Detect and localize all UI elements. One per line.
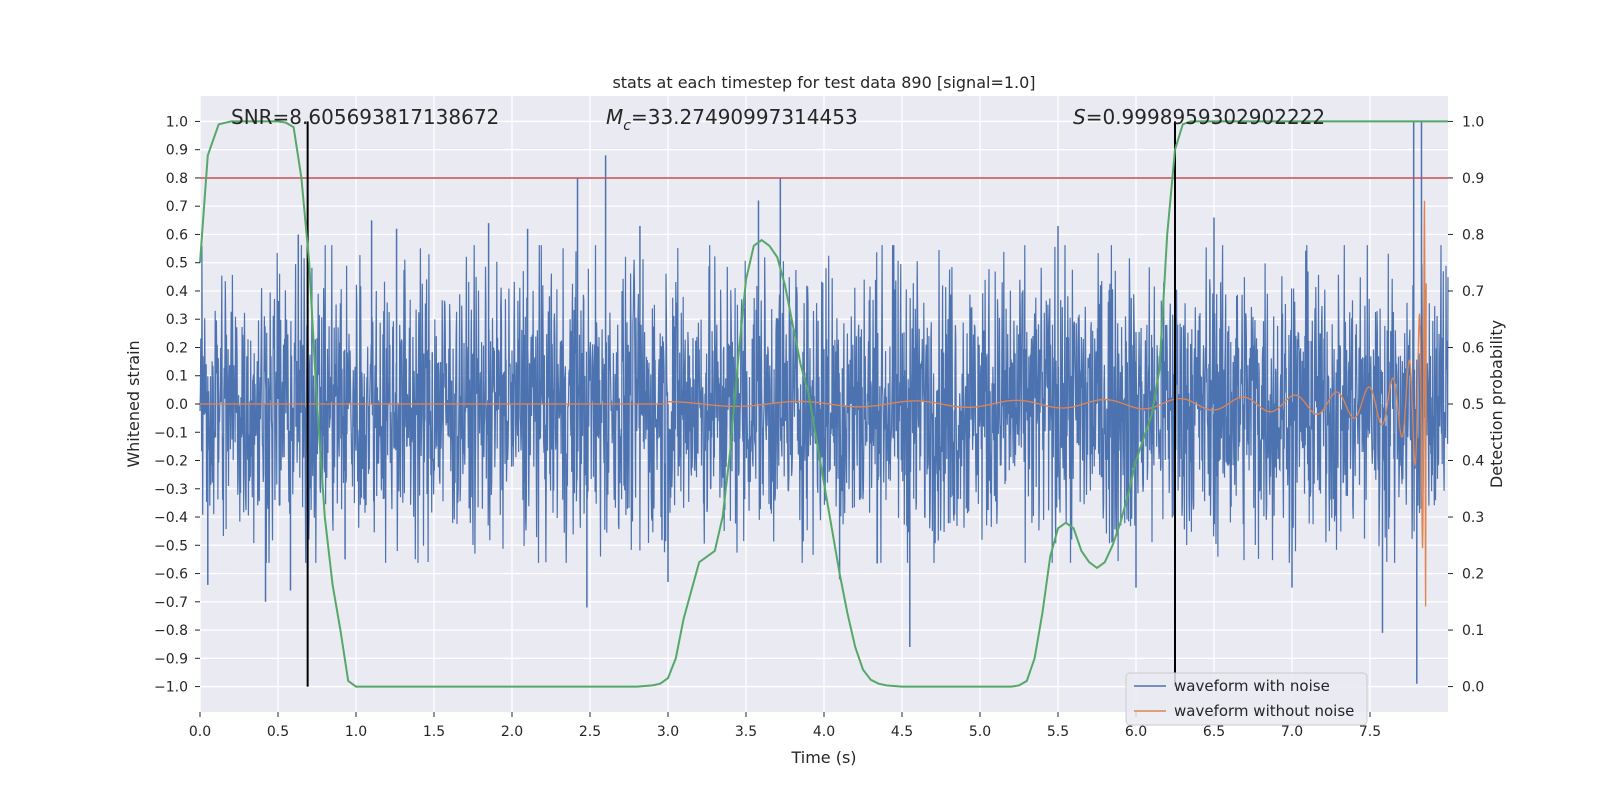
x-tick-label: 6.5 [1203, 724, 1225, 740]
x-tick-label: 2.5 [579, 724, 601, 740]
y2-tick-label: 0.5 [1462, 397, 1484, 413]
x-tick-label: 5.5 [1047, 724, 1069, 740]
y-tick-label: 0.6 [166, 227, 188, 243]
y-tick-label: 0.7 [166, 199, 188, 215]
x-tick-label: 6.0 [1125, 724, 1147, 740]
y-tick-label: 0.3 [166, 312, 188, 328]
y2-tick-label: 0.6 [1462, 340, 1484, 356]
y2-tick-label: 0.9 [1462, 171, 1484, 187]
y-tick-label: −0.4 [154, 510, 188, 526]
legend: waveform with noise waveform without noi… [1125, 672, 1368, 726]
chirp-mass-value: =33.27490997314453 [631, 105, 858, 129]
y-tick-label: 0.9 [166, 143, 188, 159]
x-tick-label: 1.0 [345, 724, 367, 740]
x-tick-label: 3.0 [657, 724, 679, 740]
y-axis-ticks: 1.0 0.9 0.8 0.7 0.6 0.5 0.4 0.3 0.2 0.1 0.0 −0.1 −0.… [154, 114, 200, 696]
y2-tick-label: 0.3 [1462, 510, 1484, 526]
chirp-mass-symbol: M [606, 105, 623, 129]
x-tick-label: 0.0 [189, 724, 211, 740]
x-tick-label: 7.0 [1281, 724, 1303, 740]
x-tick-label: 5.0 [969, 724, 991, 740]
score-symbol: S [1073, 105, 1086, 129]
x-tick-label: 4.0 [813, 724, 835, 740]
y2-axis-label: Detection probability [1487, 320, 1506, 488]
y-tick-label: −0.9 [154, 651, 188, 667]
legend-box [1125, 672, 1368, 726]
y-tick-label: −0.1 [154, 425, 188, 441]
legend-label-noise: waveform with noise [1174, 677, 1330, 695]
y-tick-label: −1.0 [154, 680, 188, 696]
y2-tick-label: 0.8 [1462, 227, 1484, 243]
y2-tick-label: 0.1 [1462, 623, 1484, 639]
y2-tick-label: 0.7 [1462, 284, 1484, 300]
y-tick-label: −0.3 [154, 482, 188, 498]
chirp-mass-subscript: c [623, 118, 631, 134]
x-tick-label: 3.5 [735, 724, 757, 740]
y-tick-label: −0.5 [154, 538, 188, 554]
y-tick-label: 0.5 [166, 256, 188, 272]
detection-probability-line [199, 120, 1448, 688]
y-tick-label: −0.7 [154, 595, 188, 611]
clean-waveform-line [668, 200, 1427, 607]
y-tick-label: −0.8 [154, 623, 188, 639]
x-tick-label: 4.5 [891, 724, 913, 740]
y-axis-label: Whitened strain [124, 340, 143, 467]
y-tick-label: 1.0 [166, 114, 188, 130]
y-tick-label: −0.2 [154, 454, 188, 470]
chirp-mass-annotation: Mc=33.27490997314453 [606, 105, 858, 134]
y2-tick-label: 1.0 [1462, 114, 1484, 130]
chart-title: stats at each timestep for test data 890… [612, 73, 1035, 92]
snr-annotation: SNR=8.605693817138672 [231, 105, 499, 129]
y2-axis-ticks: 1.0 0.9 0.8 0.7 0.6 0.5 0.4 0.3 0.2 0.1 0.0 [1448, 114, 1484, 696]
x-tick-label: 0.5 [267, 724, 289, 740]
y-tick-label: 0.1 [166, 369, 188, 385]
y2-tick-label: 0.4 [1462, 454, 1484, 470]
score-value: =0.9998959302902222 [1086, 105, 1325, 129]
y-tick-label: 0.4 [166, 284, 188, 300]
x-tick-label: 7.5 [1359, 724, 1381, 740]
y2-tick-label: 0.0 [1462, 680, 1484, 696]
noise-waveform-line [199, 245, 1449, 564]
x-tick-label: 2.0 [501, 724, 523, 740]
y2-tick-label: 0.2 [1462, 567, 1484, 583]
x-axis-label: Time (s) [790, 748, 856, 767]
x-axis-ticks: 0.0 0.5 1.0 1.5 2.0 2.5 3.0 3.5 4.0 4.5 5.0 5.5 6.0 6… [189, 712, 1381, 740]
legend-label-clean: waveform without noise [1174, 702, 1354, 720]
y-tick-label: 0.2 [166, 340, 188, 356]
score-annotation: S=0.9998959302902222 [1073, 105, 1325, 129]
y-tick-label: 0.8 [166, 171, 188, 187]
y-tick-label: 0.0 [166, 397, 188, 413]
y-tick-label: −0.6 [154, 567, 188, 583]
x-tick-label: 1.5 [423, 724, 445, 740]
plot-layer [199, 120, 1449, 688]
